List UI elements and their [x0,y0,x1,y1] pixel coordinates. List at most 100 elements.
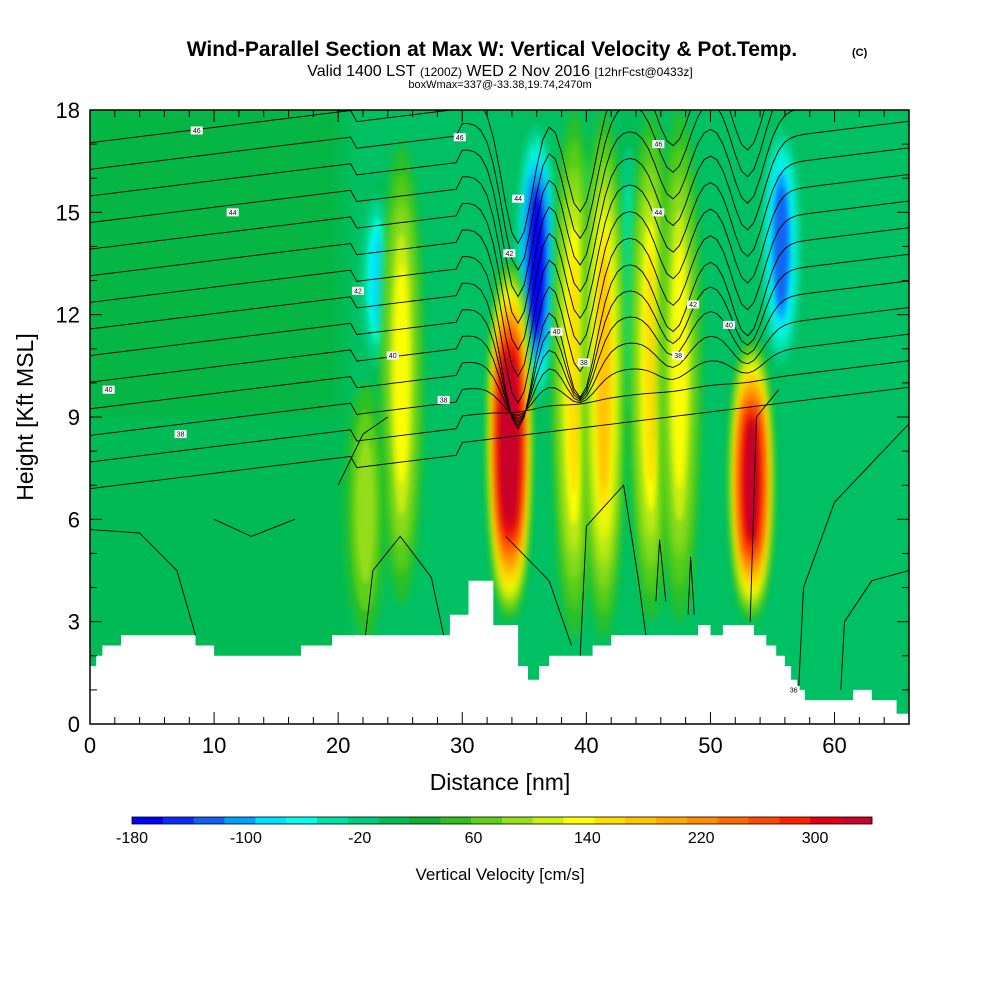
contour-label: 46 [453,133,466,142]
contour-label-text: 44 [654,210,662,217]
y-tick-label: 15 [56,200,80,225]
contour-label: 42 [352,286,365,295]
colorbar-segment [625,817,657,824]
contour-label-text: 46 [456,135,464,142]
colorbar-segment [347,817,379,824]
contour-label-bg [652,140,665,149]
updraft-cell [746,424,757,536]
contour-label-text: 44 [514,196,522,203]
x-tick-label: 20 [326,733,350,758]
theta-contour [90,386,909,490]
theta-contour [337,416,389,486]
subtitle-zulu: (1200Z) [420,65,462,79]
contour-label-text: 44 [229,210,237,217]
theta-contour [90,110,797,298]
updraft-cell [672,243,687,489]
colorbar-frame [131,816,873,825]
contour-label-text: 36 [790,687,798,694]
theta-contour [749,389,780,622]
contour-label: 42 [503,249,516,258]
colorbar-label: Vertical Velocity [cm/s] [415,865,584,884]
x-axis-label: Distance [nm] [430,769,571,795]
plot-area: 46 46 46 44 44 44 42 42 42 40 40 40 40 38 38 38 38 36 [90,110,909,724]
contour-label: 40 [723,320,736,329]
theta-contour [90,227,909,430]
contour-label-bg [190,126,203,135]
contour-label-text: 42 [689,302,697,309]
theta-contour [90,120,909,325]
contour-label: 40 [386,351,399,360]
colorbar-segment [286,817,318,824]
colorbar-segment [471,817,503,824]
colorbar-tick-label: 140 [574,830,601,847]
theta-contour [798,423,909,690]
contour-label-text: 40 [725,322,733,329]
x-tick-label: 50 [698,733,722,758]
potential-temperature-contours [90,110,909,690]
contour-label-text: 46 [654,142,662,149]
contour-label: 44 [652,208,665,217]
colorbar-segment [317,817,349,824]
chart-info-line: boxWmax=337@-33.38,19.74,2470m [408,79,591,91]
y-axis-label: Height [Kft MSL] [12,333,38,500]
contour-label-text: 42 [354,288,362,295]
theta-contour [365,535,445,636]
colorbar-segment [409,817,441,824]
chart-subtitle: Valid 1400 LST (1200Z) WED 2 Nov 2016 [1… [307,63,692,80]
contour-label-text: 40 [553,329,561,336]
theta-contour [687,556,695,615]
chart-title-tag: (C) [852,47,868,59]
contour-label-text: 40 [105,387,113,394]
updraft-cell [356,438,375,584]
contour-label: 42 [687,300,700,309]
contour-label-text: 38 [440,397,448,404]
contour-label-text: 38 [580,360,588,367]
updraft-cell [644,248,658,484]
contour-label-bg [787,685,800,694]
theta-contour [90,147,909,351]
colorbar-segment [224,817,256,824]
colorbar: -180 -100 -20 60 140 220 300 [116,816,873,847]
y-tick-label: 0 [68,712,80,737]
contour-label: 40 [102,385,115,394]
theta-contour [505,536,572,646]
colorbar-tick-label: 60 [465,830,483,847]
colorbar-segment [502,817,534,824]
terrain [90,580,909,724]
contour-label: 38 [672,351,685,360]
contour-label-bg [687,300,700,309]
contour-label: 38 [437,395,450,404]
theta-contour [90,280,909,423]
colorbar-segment [440,817,472,824]
contour-label-bg [352,286,365,295]
x-tick-label: 40 [574,733,598,758]
contour-label: 46 [652,140,665,149]
contour-label-text: 38 [674,353,682,360]
contour-label: 38 [174,430,187,439]
theta-contour [90,307,909,420]
colorbar-tick-label: -100 [230,830,262,847]
y-tick-label: 6 [68,507,80,532]
colorbar-segment [193,817,225,824]
subtitle-forecast: [12hrFcst@0433z] [594,65,692,79]
contour-label-text: 40 [389,353,397,360]
x-axis: 0 10 20 30 40 50 60 [84,110,910,758]
updraft-cell [394,263,409,485]
colorbar-segment [255,817,287,824]
colorbar-tick-label: -180 [116,830,148,847]
updraft-cell [597,257,611,492]
theta-contour [90,333,909,436]
contour-label-bg [512,194,525,203]
contour-label-text: 46 [193,128,201,135]
contour-label: 38 [577,358,590,367]
subtitle-valid: Valid 1400 LST [307,63,415,80]
y-tick-label: 12 [56,303,80,328]
theta-contour [90,253,909,427]
y-tick-label: 3 [68,610,80,635]
contour-label: 44 [226,208,239,217]
theta-contour [90,200,909,404]
theta-contour [840,570,909,690]
x-tick-label: 30 [450,733,474,758]
